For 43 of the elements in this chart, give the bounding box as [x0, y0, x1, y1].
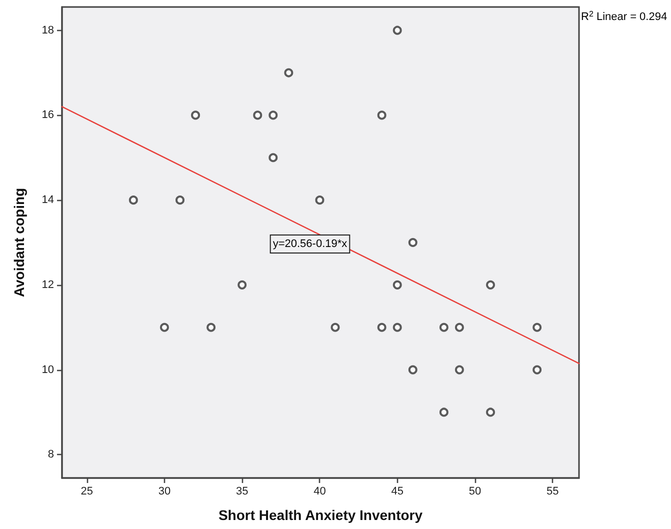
x-tick-label: 25: [80, 486, 93, 498]
x-tick-label: 30: [158, 486, 171, 498]
annotation: y=20.56-0.19*x: [272, 238, 348, 250]
point: [268, 110, 278, 120]
y-tick-label: 10: [42, 364, 54, 376]
y-tick-label: 8: [48, 448, 54, 461]
x-tick-label: 40: [314, 486, 326, 498]
y-tick-label: 12: [42, 278, 54, 291]
point: [315, 196, 324, 205]
point: [160, 322, 169, 332]
point: [238, 280, 247, 290]
point: [284, 68, 294, 78]
point: [532, 365, 542, 374]
point: [128, 196, 138, 205]
point: [191, 110, 200, 120]
point: [454, 365, 464, 374]
x-tick-label: 45: [391, 486, 404, 498]
point: [439, 408, 448, 417]
point: [392, 322, 402, 332]
x-tick-label: 50: [468, 486, 482, 498]
y-tick-label: 14: [42, 194, 54, 206]
point: [454, 322, 464, 332]
x-tick-label: 55: [546, 486, 559, 498]
point: [206, 322, 216, 332]
point: [392, 280, 402, 290]
point: [439, 322, 448, 332]
point: [486, 280, 496, 290]
point: [253, 110, 262, 120]
point: [532, 322, 542, 332]
y-tick-label: 16: [42, 109, 54, 122]
point: [268, 153, 278, 162]
point: [330, 322, 340, 332]
x-tick-label: 35: [236, 486, 248, 498]
point: [377, 322, 386, 332]
point: [408, 365, 418, 374]
point: [392, 26, 402, 35]
x-axis-title: Short Health Anxiety Inventory: [218, 507, 423, 523]
point: [486, 408, 496, 417]
y-tick-label: 18: [42, 24, 54, 36]
y-axis-title: Avoidant coping: [11, 188, 27, 298]
point: [408, 238, 418, 247]
point: [176, 196, 184, 205]
point: [377, 110, 386, 120]
